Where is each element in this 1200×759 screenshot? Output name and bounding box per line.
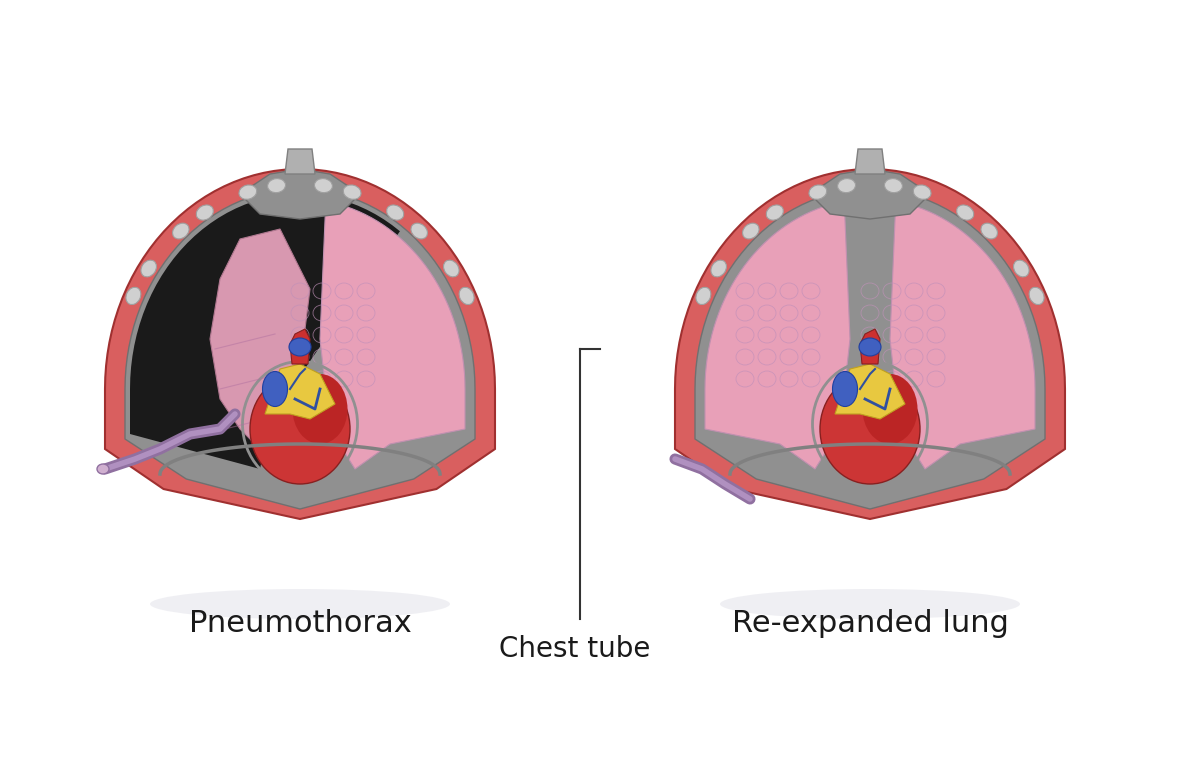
Ellipse shape	[980, 223, 997, 239]
Ellipse shape	[289, 338, 311, 356]
Polygon shape	[890, 201, 1034, 469]
Polygon shape	[854, 149, 886, 174]
Polygon shape	[130, 194, 400, 469]
Ellipse shape	[720, 589, 1020, 619]
Polygon shape	[210, 229, 310, 449]
Ellipse shape	[743, 223, 760, 239]
Polygon shape	[106, 169, 496, 519]
Polygon shape	[125, 189, 475, 509]
Ellipse shape	[833, 371, 858, 407]
Text: Chest tube: Chest tube	[499, 635, 650, 663]
Polygon shape	[290, 329, 310, 364]
Ellipse shape	[150, 589, 450, 619]
Ellipse shape	[460, 288, 474, 304]
Polygon shape	[695, 189, 1045, 509]
Ellipse shape	[386, 205, 403, 220]
Polygon shape	[706, 201, 850, 469]
Ellipse shape	[343, 185, 361, 200]
Ellipse shape	[410, 223, 427, 239]
Ellipse shape	[913, 185, 931, 200]
Ellipse shape	[126, 288, 140, 304]
Text: Re-expanded lung: Re-expanded lung	[732, 609, 1008, 638]
Ellipse shape	[767, 205, 784, 220]
Polygon shape	[810, 169, 930, 219]
Ellipse shape	[863, 374, 918, 444]
Ellipse shape	[696, 288, 710, 304]
Ellipse shape	[239, 185, 257, 200]
Polygon shape	[265, 364, 335, 419]
Polygon shape	[835, 364, 905, 419]
Text: Pneumothorax: Pneumothorax	[188, 609, 412, 638]
Ellipse shape	[859, 338, 881, 356]
Ellipse shape	[809, 185, 827, 200]
Ellipse shape	[97, 464, 109, 474]
Ellipse shape	[263, 371, 288, 407]
Ellipse shape	[1014, 260, 1030, 277]
Ellipse shape	[140, 260, 156, 277]
Ellipse shape	[820, 374, 920, 484]
Polygon shape	[320, 201, 466, 469]
Ellipse shape	[956, 205, 973, 220]
Ellipse shape	[710, 260, 726, 277]
Ellipse shape	[444, 260, 460, 277]
Ellipse shape	[197, 205, 214, 220]
Ellipse shape	[293, 374, 348, 444]
Ellipse shape	[884, 178, 902, 193]
Polygon shape	[240, 169, 360, 219]
Ellipse shape	[250, 374, 350, 484]
Polygon shape	[674, 169, 1066, 519]
Ellipse shape	[1030, 288, 1044, 304]
Ellipse shape	[314, 178, 332, 193]
Polygon shape	[860, 329, 880, 364]
Ellipse shape	[838, 178, 856, 193]
Ellipse shape	[173, 223, 190, 239]
Polygon shape	[286, 149, 314, 174]
Ellipse shape	[268, 178, 286, 193]
